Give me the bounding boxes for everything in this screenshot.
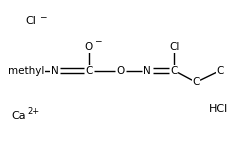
- Text: O: O: [85, 42, 93, 52]
- Text: O: O: [116, 66, 125, 75]
- Text: −: −: [94, 36, 101, 45]
- Text: −: −: [39, 12, 46, 21]
- Text: 2+: 2+: [27, 107, 39, 116]
- Text: C: C: [85, 66, 93, 75]
- Text: Ca: Ca: [11, 111, 26, 121]
- Text: C: C: [216, 66, 224, 75]
- Text: C: C: [170, 66, 178, 75]
- Text: Cl: Cl: [26, 16, 37, 26]
- Text: Cl: Cl: [169, 42, 179, 52]
- Text: C: C: [192, 77, 200, 87]
- Text: N: N: [143, 66, 151, 75]
- Text: methyl: methyl: [8, 66, 44, 75]
- Text: HCl: HCl: [209, 104, 229, 114]
- Text: N: N: [51, 66, 59, 75]
